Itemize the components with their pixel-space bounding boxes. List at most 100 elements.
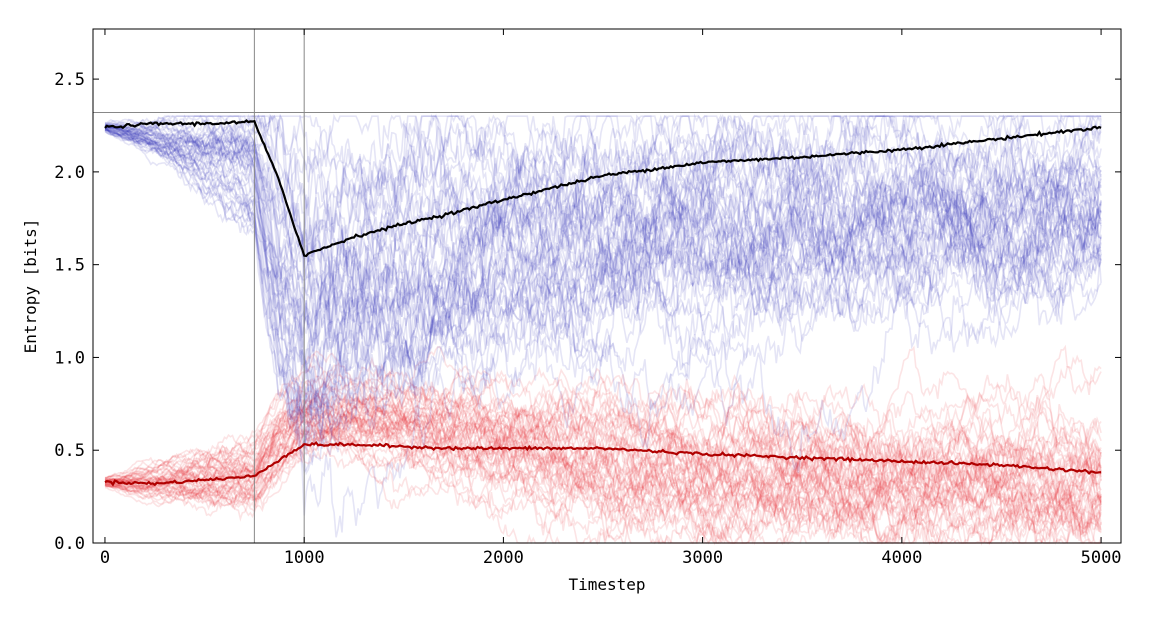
blue-run-line — [104, 128, 1102, 395]
red-run-line — [104, 407, 1102, 546]
red-run-line — [104, 398, 1102, 544]
blue-run-line — [104, 127, 1102, 449]
blue-run-line — [104, 131, 1102, 538]
x-tick-label: 3000 — [682, 548, 723, 568]
blue-run-line — [104, 122, 1102, 448]
x-tick-label: 2000 — [483, 548, 524, 568]
x-tick-label: 0 — [100, 548, 110, 568]
blue-run-line — [104, 113, 1102, 243]
red-run-line — [104, 393, 1102, 538]
y-tick-label: 1.0 — [54, 348, 85, 368]
red-run-line — [104, 399, 1102, 535]
blue-run-line — [104, 127, 1102, 445]
blue-run-line — [104, 113, 1102, 341]
blue-run-line — [104, 126, 1102, 382]
black-mean-line — [104, 119, 1102, 258]
blue-run-line — [104, 115, 1102, 325]
x-tick-label: 5000 — [1081, 548, 1122, 568]
blue-run-line — [104, 114, 1102, 309]
red-run-line — [104, 378, 1102, 521]
y-tick-label: 0.0 — [54, 534, 85, 554]
blue-runs-group — [104, 113, 1102, 538]
blue-run-line — [104, 114, 1102, 288]
blue-run-line — [104, 113, 1102, 351]
red-run-line — [104, 428, 1102, 544]
x-tick-label: 4000 — [881, 548, 922, 568]
blue-run-line — [104, 122, 1102, 420]
red-run-line — [104, 384, 1102, 545]
blue-run-line — [104, 123, 1102, 353]
y-tick-label: 0.5 — [54, 441, 85, 461]
blue-run-line — [104, 128, 1102, 456]
reference-lines-group — [93, 29, 1121, 543]
red-run-line — [104, 356, 1102, 479]
x-tick-label: 1000 — [284, 548, 325, 568]
blue-run-line — [104, 130, 1102, 450]
blue-run-line — [104, 125, 1102, 364]
blue-run-line — [104, 113, 1102, 304]
blue-run-line — [104, 126, 1102, 417]
axes-group: 0 1000 2000 3000 4000 5000 0.0 0.5 1.0 1.5 2.0 2.5 — [54, 29, 1122, 568]
blue-run-line — [104, 115, 1102, 317]
red-run-line — [104, 439, 1102, 545]
blue-run-line — [104, 129, 1102, 475]
red-run-line — [104, 365, 1102, 532]
y-tick-label: 2.0 — [54, 163, 85, 183]
blue-run-line — [104, 129, 1102, 438]
red-run-line — [104, 367, 1102, 528]
red-run-line — [104, 419, 1102, 545]
red-run-line — [104, 404, 1102, 514]
y-tick-label: 2.5 — [54, 70, 85, 90]
blue-run-line — [104, 120, 1102, 378]
blue-run-line — [104, 117, 1102, 392]
blue-run-line — [104, 126, 1102, 476]
red-run-line — [104, 399, 1102, 520]
blue-run-line — [104, 123, 1102, 350]
red-run-line — [104, 375, 1102, 488]
red-run-line — [105, 396, 1102, 540]
blue-run-line — [104, 115, 1102, 425]
red-run-line — [104, 366, 1102, 534]
x-axis-label: Timestep — [568, 575, 645, 594]
blue-run-line — [104, 114, 1102, 277]
red-run-line — [104, 394, 1102, 544]
mean-series-group — [104, 119, 1102, 487]
red-run-line — [104, 412, 1102, 547]
red-run-line — [104, 410, 1102, 524]
red-run-line — [104, 390, 1102, 544]
red-run-line — [104, 415, 1102, 545]
red-run-line — [104, 370, 1102, 545]
blue-run-line — [104, 126, 1102, 341]
blue-run-line — [104, 128, 1102, 453]
red-run-line — [104, 386, 1102, 544]
red-run-line — [104, 399, 1102, 542]
red-run-line — [104, 373, 1102, 484]
red-run-line — [104, 391, 1102, 495]
blue-run-line — [104, 128, 1102, 429]
red-run-line — [104, 401, 1102, 543]
blue-run-line — [104, 115, 1102, 291]
red-run-line — [105, 362, 1102, 542]
red-run-line — [104, 362, 1102, 495]
blue-run-line — [104, 114, 1102, 430]
red-run-line — [104, 381, 1102, 544]
blue-run-line — [104, 115, 1102, 295]
blue-run-line — [104, 115, 1102, 380]
blue-run-line — [104, 128, 1102, 450]
blue-run-line — [105, 113, 1102, 326]
red-run-line — [104, 345, 1102, 479]
blue-run-line — [104, 115, 1102, 342]
red-run-line — [104, 432, 1102, 546]
red-run-line — [104, 383, 1102, 541]
red-run-line — [104, 394, 1102, 517]
blue-run-line — [104, 129, 1102, 410]
red-run-line — [104, 353, 1102, 524]
blue-run-line — [104, 115, 1102, 317]
blue-run-line — [104, 116, 1102, 370]
blue-run-line — [104, 125, 1102, 415]
plot-frame — [92, 28, 1122, 544]
blue-run-line — [105, 129, 1102, 416]
blue-run-line — [104, 129, 1102, 411]
